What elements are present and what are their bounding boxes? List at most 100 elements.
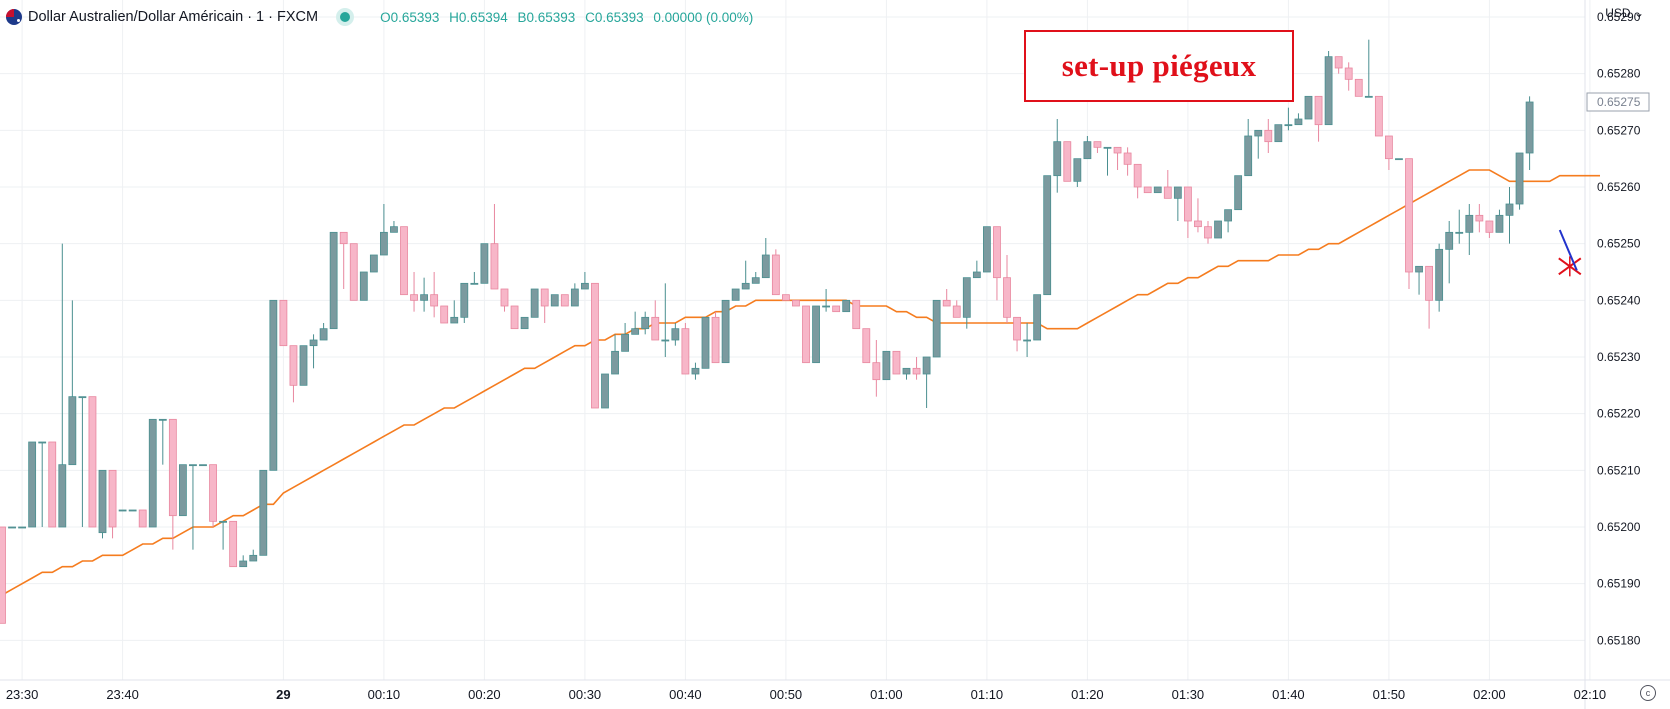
candle-body [1455, 231, 1464, 234]
price-tick-label: 0.65240 [1597, 293, 1641, 307]
price-axis[interactable]: 0.65180 0.65190 0.65200 0.65210 0.65220 0.652… [1586, 10, 1650, 647]
candle-body [721, 299, 730, 364]
candle-body [1043, 175, 1052, 296]
candle-body [269, 299, 278, 471]
candle-body [1264, 129, 1273, 143]
candle-body [440, 305, 449, 324]
candle-body [902, 367, 911, 375]
candle-body [249, 554, 258, 562]
price-tick-label: 0.65250 [1597, 237, 1641, 251]
candle-body [108, 469, 117, 528]
candle-body [128, 509, 137, 512]
candle-body [942, 299, 951, 307]
candle-body [369, 254, 378, 273]
annotation-box[interactable]: set-up piégeux [1024, 30, 1294, 102]
candle-body [1113, 146, 1122, 154]
candle-body [1415, 265, 1423, 273]
candle-body [892, 350, 901, 375]
candle-body [1083, 141, 1092, 160]
time-tick-label: 29 [276, 687, 290, 702]
candle-body [289, 345, 298, 386]
candle-body [88, 396, 97, 528]
candle-body [118, 509, 127, 512]
price-tick-label: 0.65220 [1597, 407, 1641, 421]
candle-body [0, 526, 6, 624]
candle-body [38, 441, 47, 444]
price-tick-label: 0.65260 [1597, 180, 1641, 194]
candle-body [1214, 220, 1222, 239]
time-tick-label: 00:30 [569, 687, 602, 702]
candle-body [1023, 339, 1031, 342]
candle-body [962, 277, 971, 318]
price-tick-label: 0.65230 [1597, 350, 1641, 364]
candle-body [1284, 124, 1293, 127]
time-tick-label: 01:10 [971, 687, 1004, 702]
currency-label: USD [1605, 6, 1631, 20]
candle-body [1234, 175, 1243, 211]
candle-body [671, 328, 680, 341]
candle-body [148, 418, 157, 528]
time-tick-label: 01:50 [1373, 687, 1406, 702]
candle-body [480, 243, 489, 284]
candle-body [731, 288, 740, 301]
ohlc-low: B0.65393 [517, 9, 576, 25]
moving-average-line [1, 169, 1600, 596]
candle-body [168, 418, 177, 517]
candle-body [58, 464, 67, 528]
candle-body [872, 362, 881, 381]
candle-body [1143, 186, 1152, 194]
candle-body [802, 305, 810, 364]
candle-body [420, 294, 429, 301]
candle-body [1324, 56, 1333, 126]
time-axis[interactable]: 23:30 23:40 29 00:10 00:20 00:30 00:40 00:50 01:… [6, 687, 1606, 702]
candle-body [862, 328, 871, 364]
candle-body [751, 277, 760, 284]
candle-body [1334, 56, 1343, 69]
candle-body [239, 560, 248, 568]
candle-body [18, 526, 27, 529]
market-status-icon [340, 12, 351, 22]
ohlc-values: O0.65393 H0.65394 B0.65393 C0.65393 0.00… [380, 10, 759, 25]
symbol-name[interactable]: Dollar Australien/Dollar Américain · 1 ·… [28, 9, 319, 25]
candle-body [1445, 231, 1454, 250]
candle-body [390, 226, 398, 233]
candle-body [842, 299, 851, 313]
candle-body [1073, 158, 1082, 182]
candle-body [460, 282, 469, 318]
candle-body [490, 243, 499, 290]
candle-body [1314, 95, 1323, 126]
candle-body [661, 339, 670, 342]
candle-body [1063, 141, 1072, 182]
candle-body [1515, 152, 1524, 205]
candle-body [1003, 277, 1011, 318]
chevron-down-icon: ⌄ [1633, 6, 1644, 20]
candle-body [299, 345, 308, 386]
candle-body [560, 294, 569, 307]
candle-body [1163, 186, 1172, 199]
candle-body [229, 520, 238, 568]
candle-body [1153, 186, 1162, 194]
candle-body [510, 305, 519, 330]
candle-body [1374, 95, 1383, 137]
candle-body [540, 288, 549, 307]
candle-body [912, 367, 921, 375]
candle-body [621, 333, 629, 352]
candle-body [993, 226, 1001, 279]
currency-selector[interactable]: USD ⌄ [1605, 6, 1644, 20]
candle-body [1354, 78, 1363, 97]
time-tick-label: 23:30 [6, 687, 39, 702]
candle-body [771, 254, 780, 296]
candle-body [822, 305, 830, 308]
candle-body [832, 305, 841, 313]
candle-body [550, 294, 559, 307]
candle-body [681, 328, 690, 375]
candle-body [1123, 152, 1132, 165]
auto-scale-icon[interactable]: c [1640, 685, 1656, 701]
candle-body [219, 520, 228, 523]
candle-body [972, 271, 981, 279]
candle-body [1103, 146, 1112, 149]
current-price-label: 0.65275 [1597, 95, 1641, 109]
candle-body [359, 271, 368, 301]
annotation-text: set-up piégeux [1061, 48, 1257, 83]
